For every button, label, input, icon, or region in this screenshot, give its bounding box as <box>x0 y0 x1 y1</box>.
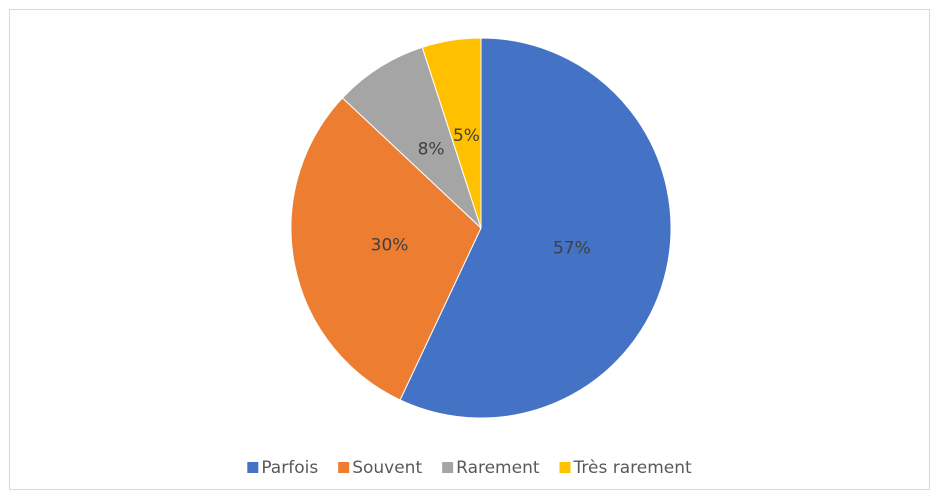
pie-slice <box>421 37 482 229</box>
pie-slice <box>399 37 672 419</box>
legend-swatch <box>338 462 350 473</box>
data-label: 57% <box>553 238 591 258</box>
legend-label: Rarement <box>456 458 540 478</box>
legend-label: Parfois <box>261 458 318 478</box>
pie-slice <box>290 97 482 401</box>
data-label: 5% <box>453 126 480 146</box>
pie-slice <box>341 46 482 229</box>
legend-swatch <box>247 462 259 473</box>
legend-label: Très rarement <box>573 458 692 478</box>
legend-swatch <box>559 462 571 473</box>
data-label: 30% <box>371 235 409 255</box>
legend-swatch <box>442 462 454 473</box>
data-label: 8% <box>418 139 445 159</box>
legend-label: Souvent <box>352 458 422 478</box>
